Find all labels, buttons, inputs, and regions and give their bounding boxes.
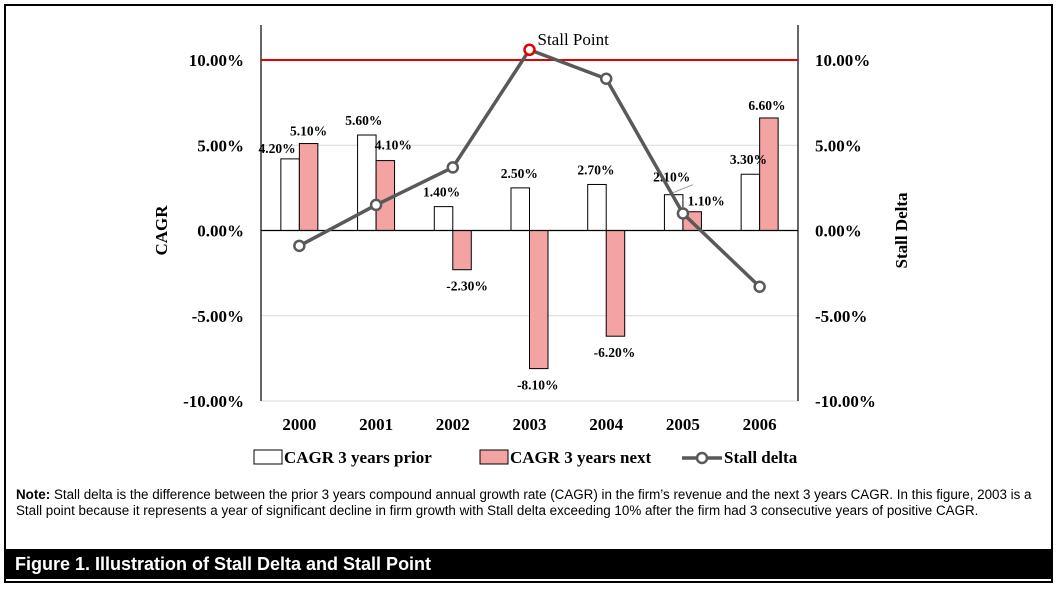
stall-delta-point (599, 72, 613, 86)
data-label-next: 5.10% (290, 124, 327, 139)
bar-prior (280, 158, 300, 231)
bar-next (452, 230, 472, 271)
stall-delta-point (293, 239, 306, 253)
y2-tick-label: -10.00% (815, 392, 876, 411)
bar-prior (740, 173, 761, 231)
data-label-prior: 4.20% (259, 141, 296, 156)
y2-tick-label: 0.00% (815, 222, 862, 241)
legend-label-prior: CAGR 3 years prior (284, 448, 432, 467)
y-tick-label: 10.00% (189, 51, 244, 70)
data-label-next: 1.10% (688, 194, 725, 209)
x-tick-label: 2004 (589, 415, 624, 434)
y2-axis-title: Stall Delta (892, 192, 911, 269)
y-tick-label: -10.00% (183, 392, 244, 411)
y-axis-title: CAGR (152, 205, 171, 256)
data-label-next: 4.10% (375, 138, 412, 153)
x-tick-label: 2001 (359, 415, 393, 434)
data-label-prior: 5.60% (345, 113, 382, 128)
y2-tick-label: -5.00% (815, 307, 867, 326)
bar-next (759, 117, 779, 231)
y-tick-label: -5.00% (192, 307, 244, 326)
data-label-next: 6.60% (748, 98, 785, 113)
figure-caption: Figure 1. Illustration of Stall Delta an… (6, 549, 1051, 579)
bar-prior (357, 134, 377, 232)
leader-line (672, 184, 694, 194)
data-label-prior: 2.70% (577, 162, 614, 177)
x-tick-label: 2003 (513, 415, 547, 434)
chart: -10.00% -10.00% -5.00% -5.00% 0.00% 0.00% 5.00… (152, 25, 911, 467)
stall-delta-point (446, 161, 460, 174)
stall-delta-point (753, 280, 766, 294)
data-label-next: -2.30% (446, 279, 488, 294)
data-label-prior: 1.40% (423, 185, 460, 200)
y-tick-label: 0.00% (197, 222, 244, 241)
data-label-prior: 3.30% (730, 152, 767, 167)
x-tick-label: 2005 (666, 415, 700, 434)
bar-next (605, 230, 626, 337)
x-tick-label: 2002 (436, 415, 470, 434)
data-label-prior: 2.10% (653, 170, 690, 185)
y-tick-label: 5.00% (197, 136, 244, 155)
bar-next (298, 143, 319, 231)
note-text: Stall delta is the difference between th… (16, 487, 1032, 518)
stall-point-marker (523, 43, 536, 57)
x-tick-label: 2000 (282, 415, 316, 434)
figure-frame (4, 4, 1053, 583)
stall-delta-point (676, 207, 690, 220)
bar-prior (433, 206, 454, 232)
y2-tick-label: 5.00% (815, 136, 862, 155)
legend-label-stall: Stall delta (724, 448, 798, 467)
legend-swatch-prior (253, 449, 283, 465)
note-label: Note: (16, 487, 51, 502)
legend-swatch-next (479, 449, 509, 465)
data-label-next: -8.10% (517, 378, 559, 393)
y2-tick-label: 10.00% (815, 51, 870, 70)
legend-label-next: CAGR 3 years next (510, 448, 652, 467)
legend-marker-stall (695, 451, 709, 465)
bar-prior (510, 187, 530, 231)
data-label-next: -6.20% (594, 345, 636, 360)
stall-point-annotation: Stall Point (538, 30, 610, 49)
x-tick-label: 2006 (743, 415, 777, 434)
figure-note: Note: Stall delta is the difference betw… (16, 487, 1036, 519)
bar-prior (587, 183, 607, 231)
bar-next (529, 230, 549, 370)
data-label-prior: 2.50% (501, 166, 538, 181)
stall-delta-point (369, 198, 383, 212)
